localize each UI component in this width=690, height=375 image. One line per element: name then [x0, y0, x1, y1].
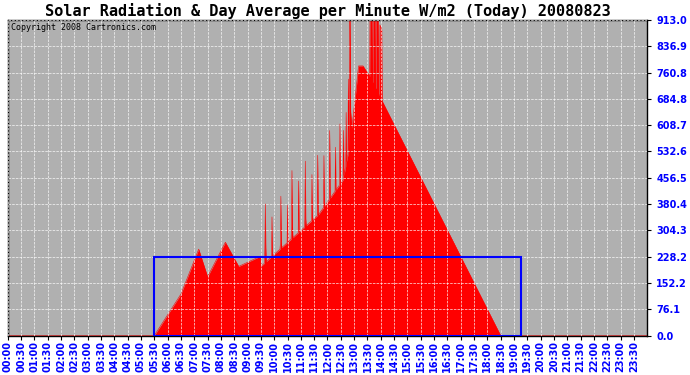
Bar: [155, 256, 521, 336]
Title: Solar Radiation & Day Average per Minute W/m2 (Today) 20080823: Solar Radiation & Day Average per Minute…: [45, 3, 611, 19]
Text: Copyright 2008 Cartronics.com: Copyright 2008 Cartronics.com: [11, 23, 156, 32]
